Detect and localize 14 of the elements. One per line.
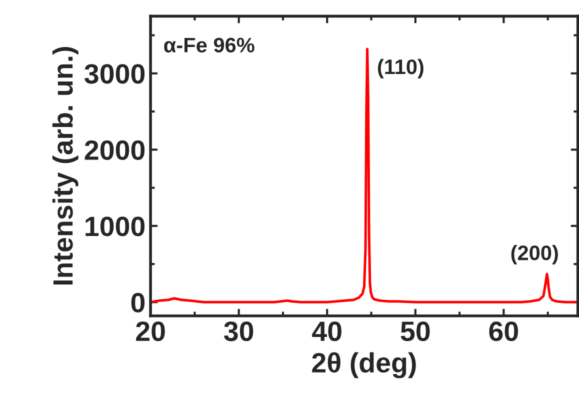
annotation: α-Fe 96% <box>164 38 254 52</box>
y-axis-title: Intensity (arb. un.) <box>52 47 78 285</box>
x-axis-title: 2θ (deg) <box>312 352 416 378</box>
x-tick-label: 30 <box>224 321 254 342</box>
y-tick-label: 1000 <box>86 216 145 236</box>
y-tick-label: 0 <box>131 292 145 313</box>
x-tick-label: 60 <box>489 321 518 342</box>
x-tick-label: 50 <box>400 321 430 342</box>
y-tick-label: 3000 <box>84 64 145 84</box>
y-tick-label: 2000 <box>84 140 145 160</box>
x-tick-label: 40 <box>312 321 342 342</box>
annotation: (110) <box>378 58 424 78</box>
annotation: (200) <box>511 244 558 264</box>
x-tick-label: 20 <box>136 321 165 342</box>
